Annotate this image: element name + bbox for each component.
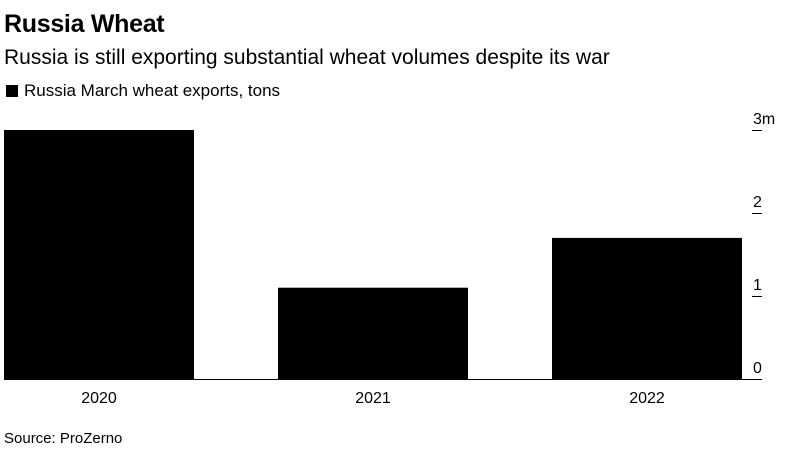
bar-2021	[278, 287, 468, 379]
y-tick-label: 0	[753, 360, 762, 377]
x-tick-label: 2020	[81, 390, 117, 407]
legend-label: Russia March wheat exports, tons	[24, 81, 281, 100]
bar-2020	[4, 130, 194, 379]
legend-swatch	[6, 85, 18, 97]
bar-2022	[552, 237, 742, 379]
x-tick-label: 2021	[355, 390, 391, 407]
y-axis: 0 1 2 3m	[752, 111, 775, 377]
bars	[4, 130, 742, 379]
legend: Russia March wheat exports, tons	[4, 81, 280, 101]
source-note: Source: ProZerno	[4, 430, 123, 447]
chart-subtitle: Russia is still exporting substantial wh…	[4, 46, 610, 69]
chart-title: Russia Wheat	[4, 10, 165, 38]
y-tick-label: 3m	[753, 111, 775, 128]
x-tick-label: 2022	[629, 390, 665, 407]
y-tick-label: 2	[753, 194, 762, 211]
x-axis-labels: 2020 2021 2022	[81, 390, 665, 407]
y-tick-label: 1	[753, 277, 762, 294]
